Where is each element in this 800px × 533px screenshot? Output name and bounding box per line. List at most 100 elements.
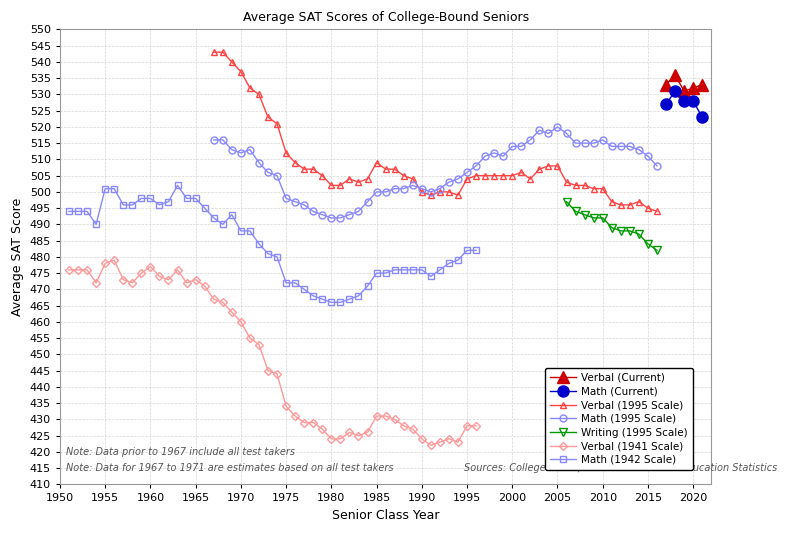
Math (1995 Scale)	[517, 143, 526, 150]
Verbal (1941 Scale)	[309, 419, 318, 426]
Verbal (1995 Scale)	[236, 68, 246, 75]
Math (1995 Scale)	[652, 163, 662, 169]
Text: Sources: College Board; National Center for Education Statistics: Sources: College Board; National Center …	[464, 463, 777, 473]
Verbal (1941 Scale)	[236, 319, 246, 325]
Math (1995 Scale)	[245, 147, 254, 153]
Verbal (1941 Scale)	[372, 413, 382, 419]
Math (1942 Scale)	[453, 257, 462, 263]
Math (1995 Scale)	[544, 130, 554, 136]
Verbal (1941 Scale)	[191, 277, 201, 283]
Math (1942 Scale)	[318, 296, 327, 302]
Verbal (1995 Scale)	[570, 182, 580, 189]
Verbal (1995 Scale)	[335, 182, 345, 189]
Math (1942 Scale)	[390, 266, 399, 273]
Line: Math (1942 Scale): Math (1942 Scale)	[66, 183, 479, 305]
Math (1995 Scale)	[643, 153, 653, 159]
Verbal (1995 Scale)	[598, 185, 607, 192]
Verbal (1941 Scale)	[326, 435, 336, 442]
Math (1995 Scale)	[634, 147, 644, 153]
Math (1995 Scale)	[372, 189, 382, 195]
Verbal (1941 Scale)	[354, 432, 363, 439]
Math (1942 Scale)	[372, 270, 382, 276]
Math (1995 Scale)	[498, 153, 508, 159]
Verbal (1995 Scale)	[526, 176, 535, 182]
Math (Current)	[662, 101, 671, 107]
Math (1995 Scale)	[236, 150, 246, 156]
Math (1995 Scale)	[534, 127, 544, 133]
Math (1942 Scale)	[326, 299, 336, 305]
Math (1942 Scale)	[209, 215, 218, 221]
Verbal (Current)	[662, 82, 671, 88]
Verbal (1941 Scale)	[390, 416, 399, 423]
Verbal (1995 Scale)	[245, 85, 254, 91]
Verbal (1995 Scale)	[607, 198, 617, 205]
Math (1995 Scale)	[326, 215, 336, 221]
Math (1995 Scale)	[490, 150, 499, 156]
Line: Math (1995 Scale): Math (1995 Scale)	[210, 124, 661, 221]
Math (1942 Scale)	[462, 247, 472, 254]
Verbal (1941 Scale)	[381, 413, 390, 419]
Math (1942 Scale)	[154, 201, 164, 208]
Verbal (1995 Scale)	[318, 173, 327, 179]
Math (1942 Scale)	[82, 208, 92, 215]
Line: Verbal (1941 Scale): Verbal (1941 Scale)	[66, 257, 479, 448]
Math (1942 Scale)	[444, 260, 454, 266]
Math (1942 Scale)	[245, 228, 254, 234]
Math (1995 Scale)	[471, 163, 481, 169]
Verbal (Current)	[688, 85, 698, 91]
Verbal (1941 Scale)	[299, 419, 309, 426]
Verbal (1995 Scale)	[643, 205, 653, 212]
Math (1995 Scale)	[209, 136, 218, 143]
Math (1995 Scale)	[309, 208, 318, 215]
Verbal (1995 Scale)	[218, 49, 227, 55]
Verbal (1995 Scale)	[354, 179, 363, 185]
Verbal (1941 Scale)	[154, 273, 164, 280]
Math (1995 Scale)	[290, 198, 300, 205]
Line: Math (Current): Math (Current)	[661, 86, 708, 123]
Math (1942 Scale)	[164, 198, 174, 205]
Math (1942 Scale)	[435, 266, 445, 273]
Math (1995 Scale)	[263, 169, 273, 175]
Math (1942 Scale)	[290, 280, 300, 286]
Verbal (1941 Scale)	[435, 439, 445, 445]
Math (1942 Scale)	[191, 195, 201, 201]
Verbal (1941 Scale)	[137, 270, 146, 276]
Verbal (1995 Scale)	[426, 192, 436, 198]
Verbal (1941 Scale)	[164, 277, 174, 283]
Math (1942 Scale)	[64, 208, 74, 215]
Math (1995 Scale)	[598, 136, 607, 143]
Verbal (1995 Scale)	[254, 91, 264, 98]
Math (1995 Scale)	[227, 147, 237, 153]
Math (1942 Scale)	[218, 221, 227, 228]
Math (1995 Scale)	[417, 185, 426, 192]
Verbal (Current)	[679, 88, 689, 94]
Math (1995 Scale)	[354, 208, 363, 215]
Math (1942 Scale)	[263, 251, 273, 257]
Math (1995 Scale)	[435, 185, 445, 192]
Verbal (1941 Scale)	[64, 266, 74, 273]
Verbal (1995 Scale)	[616, 201, 626, 208]
Math (1942 Scale)	[299, 286, 309, 293]
Verbal (1995 Scale)	[362, 176, 372, 182]
Math (1942 Scale)	[272, 254, 282, 260]
Verbal (1995 Scale)	[408, 176, 418, 182]
Math (1942 Scale)	[362, 283, 372, 289]
Verbal (1995 Scale)	[444, 189, 454, 195]
Math (1995 Scale)	[335, 215, 345, 221]
Verbal (1941 Scale)	[127, 280, 137, 286]
Verbal (1941 Scale)	[245, 335, 254, 341]
Math (1995 Scale)	[390, 185, 399, 192]
Verbal (1941 Scale)	[417, 435, 426, 442]
Math (1995 Scale)	[426, 189, 436, 195]
Verbal (1941 Scale)	[426, 442, 436, 448]
Verbal (1941 Scale)	[444, 435, 454, 442]
Writing (1995 Scale)	[589, 215, 598, 221]
Verbal (1995 Scale)	[471, 173, 481, 179]
Math (1995 Scale)	[616, 143, 626, 150]
Writing (1995 Scale)	[625, 228, 634, 234]
Writing (1995 Scale)	[580, 212, 590, 218]
Math (1995 Scale)	[526, 136, 535, 143]
Math (1942 Scale)	[182, 195, 191, 201]
Verbal (1995 Scale)	[417, 189, 426, 195]
Math (1995 Scale)	[254, 159, 264, 166]
